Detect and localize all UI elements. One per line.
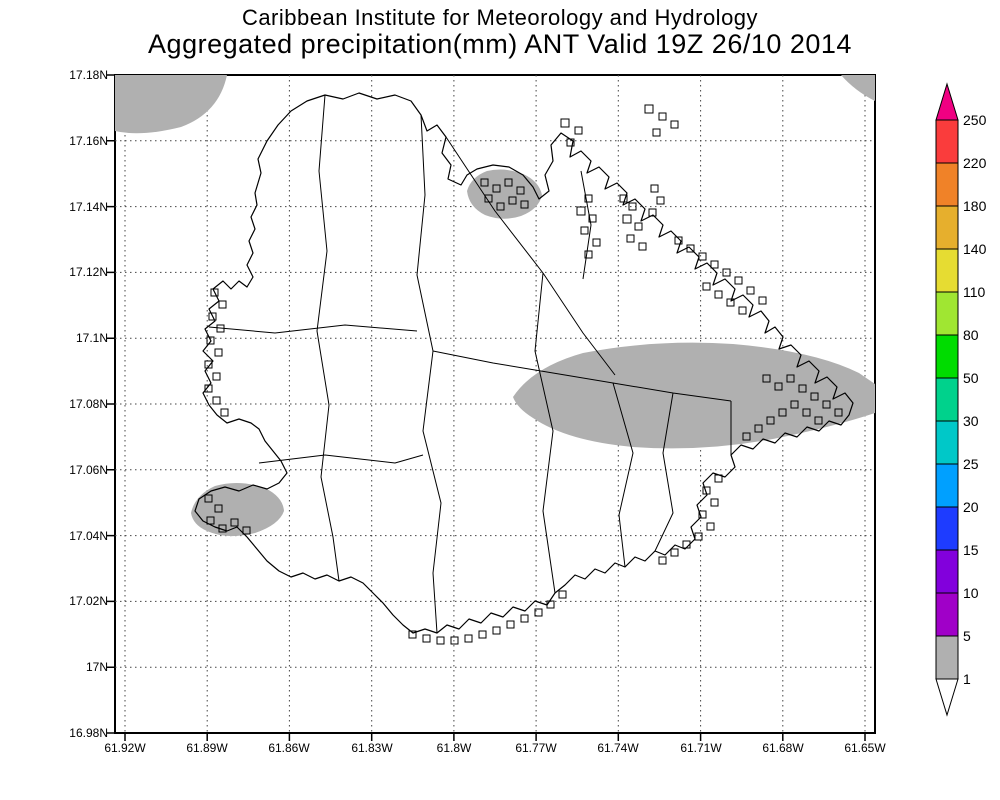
colorbar-segment (935, 506, 959, 551)
colorbar-segment (935, 592, 959, 637)
coastal-grid-cells (204, 104, 843, 645)
colorbar-segment (935, 635, 959, 680)
colorbar-segment (935, 463, 959, 508)
map-plot (107, 74, 876, 741)
plot-title: Aggregated precipitation(mm) ANT Valid 1… (148, 29, 852, 59)
lon-label: 61.8W (436, 741, 472, 755)
colorbar-label: 1 (963, 671, 971, 687)
colorbar-segment (935, 119, 959, 164)
colorbar-top-arrow (935, 82, 959, 121)
lon-label: 61.71W (680, 741, 722, 755)
colorbar-label: 180 (963, 198, 987, 214)
precip-shade-northwest-corner (115, 75, 227, 134)
lon-label: 61.89W (186, 741, 228, 755)
lon-label: 61.74W (597, 741, 639, 755)
lat-label: 17.02N (69, 594, 108, 608)
colorbar-label: 250 (963, 112, 987, 128)
colorbar-label: 15 (963, 542, 979, 558)
watershed-boundaries (208, 94, 732, 634)
colorbar-label: 5 (963, 628, 971, 644)
colorbar-segment (935, 549, 959, 594)
colorbar-segment (935, 291, 959, 336)
lat-label: 17.18N (69, 68, 108, 82)
colorbar-label: 110 (963, 284, 986, 300)
lat-label: 17.14N (69, 200, 108, 214)
colorbar-label: 25 (963, 456, 979, 472)
lat-label: 16.98N (69, 726, 108, 740)
institute-title: Caribbean Institute for Meteorology and … (241, 5, 759, 30)
lon-label: 61.68W (762, 741, 804, 755)
lon-label: 61.65W (844, 741, 886, 755)
colorbar-label: 20 (963, 499, 979, 515)
lon-label: 61.86W (268, 741, 310, 755)
colorbar-label: 140 (963, 241, 987, 257)
colorbar-segment (935, 162, 959, 207)
precip-shade-northeast-corner (841, 75, 875, 101)
lat-label: 17.06N (69, 463, 108, 477)
colorbar-label: 220 (963, 155, 987, 171)
lat-label: 17.12N (69, 265, 108, 279)
lon-label: 61.77W (515, 741, 557, 755)
lat-label: 17.1N (75, 331, 108, 345)
colorbar (935, 82, 959, 717)
colorbar-segment (935, 377, 959, 422)
colorbar-segment (935, 205, 959, 250)
colorbar-label: 10 (963, 585, 979, 601)
colorbar-label: 30 (963, 413, 979, 429)
colorbar-bottom-arrow (935, 678, 959, 717)
colorbar-segment (935, 248, 959, 293)
axis-ticks (107, 74, 866, 741)
lat-label: 17.16N (69, 134, 108, 148)
lat-label: 17N (85, 660, 108, 674)
colorbar-label: 50 (963, 370, 979, 386)
lat-label: 17.08N (69, 397, 108, 411)
lon-label: 61.92W (104, 741, 146, 755)
precip-shade-north-peninsula (467, 169, 542, 219)
lat-label: 17.04N (69, 529, 108, 543)
colorbar-label: 80 (963, 327, 979, 343)
colorbar-segment (935, 420, 959, 465)
lon-label: 61.83W (351, 741, 393, 755)
coastline-outline (194, 92, 854, 634)
colorbar-segment (935, 334, 959, 379)
